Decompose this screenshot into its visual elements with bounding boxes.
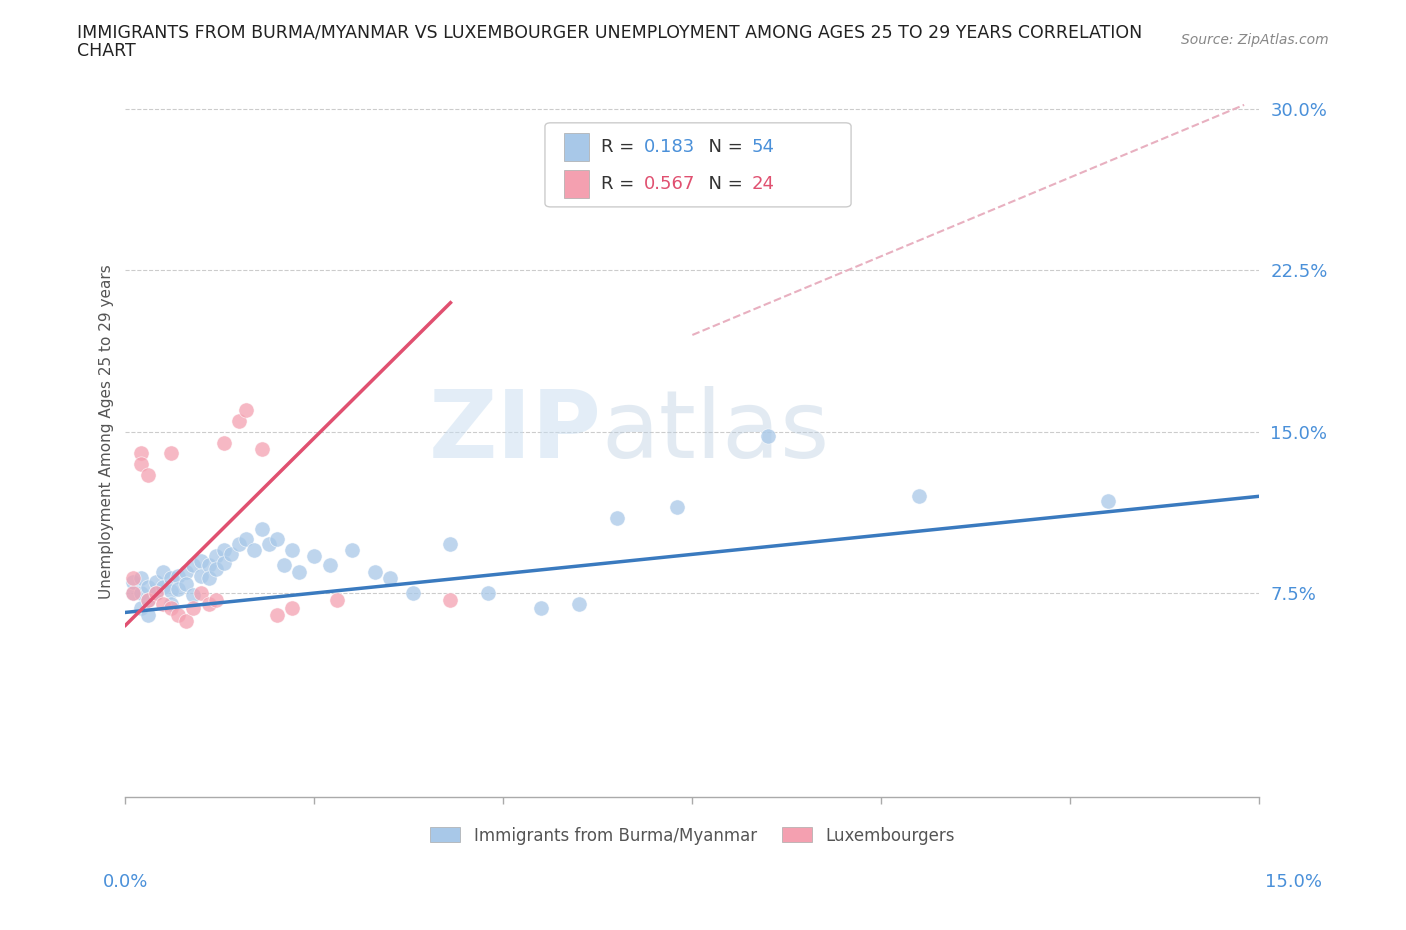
- Point: [129, 586, 152, 601]
- Point: [145, 586, 167, 601]
- Point: [129, 445, 152, 460]
- Point: [152, 596, 174, 611]
- Point: [530, 601, 553, 616]
- Point: [205, 592, 228, 607]
- Point: [122, 586, 145, 601]
- Text: 24: 24: [751, 175, 775, 193]
- FancyBboxPatch shape: [546, 123, 851, 206]
- Text: 54: 54: [751, 139, 775, 156]
- Point: [266, 532, 288, 547]
- Point: [288, 565, 311, 579]
- Point: [145, 575, 167, 590]
- Point: [174, 614, 197, 629]
- Point: [152, 565, 174, 579]
- Point: [908, 489, 931, 504]
- Point: [250, 521, 273, 536]
- Point: [212, 555, 235, 570]
- Point: [159, 601, 181, 616]
- Point: [159, 583, 181, 598]
- Point: [235, 532, 257, 547]
- Point: [145, 586, 167, 601]
- Point: [183, 601, 205, 616]
- Point: [304, 549, 326, 564]
- Point: [197, 596, 219, 611]
- Point: [477, 586, 499, 601]
- Point: [167, 581, 190, 596]
- Point: [228, 537, 250, 551]
- Point: [250, 442, 273, 457]
- Text: 0.0%: 0.0%: [103, 872, 148, 891]
- Point: [197, 571, 219, 586]
- Point: [266, 607, 288, 622]
- Point: [342, 542, 364, 557]
- Text: 0.183: 0.183: [644, 139, 695, 156]
- Text: ZIP: ZIP: [429, 386, 602, 478]
- Text: R =: R =: [600, 175, 640, 193]
- Point: [205, 549, 228, 564]
- Point: [326, 592, 349, 607]
- Point: [129, 457, 152, 472]
- Text: N =: N =: [697, 175, 748, 193]
- Point: [129, 571, 152, 586]
- Point: [174, 577, 197, 591]
- Point: [190, 568, 212, 583]
- Point: [1097, 493, 1119, 508]
- Point: [273, 558, 295, 573]
- Point: [136, 468, 159, 483]
- Point: [221, 547, 243, 562]
- Point: [136, 579, 159, 594]
- Point: [666, 499, 689, 514]
- Text: 0.567: 0.567: [644, 175, 695, 193]
- Point: [235, 403, 257, 418]
- FancyBboxPatch shape: [564, 170, 589, 198]
- Text: CHART: CHART: [77, 42, 136, 60]
- Point: [243, 542, 266, 557]
- Point: [183, 588, 205, 603]
- Point: [167, 568, 190, 583]
- Point: [197, 558, 219, 573]
- Point: [136, 607, 159, 622]
- Point: [129, 601, 152, 616]
- Point: [439, 592, 461, 607]
- Point: [364, 565, 387, 579]
- Text: atlas: atlas: [602, 386, 830, 478]
- Point: [159, 596, 181, 611]
- Point: [212, 542, 235, 557]
- Point: [122, 575, 145, 590]
- Point: [439, 537, 461, 551]
- Point: [568, 596, 591, 611]
- Point: [281, 601, 304, 616]
- Text: R =: R =: [600, 139, 640, 156]
- Text: IMMIGRANTS FROM BURMA/MYANMAR VS LUXEMBOURGER UNEMPLOYMENT AMONG AGES 25 TO 29 Y: IMMIGRANTS FROM BURMA/MYANMAR VS LUXEMBO…: [77, 23, 1143, 41]
- Point: [122, 571, 145, 586]
- Legend: Immigrants from Burma/Myanmar, Luxembourgers: Immigrants from Burma/Myanmar, Luxembour…: [423, 820, 962, 851]
- Point: [606, 511, 628, 525]
- Point: [228, 414, 250, 429]
- Text: 15.0%: 15.0%: [1264, 872, 1322, 891]
- Point: [318, 558, 340, 573]
- Text: N =: N =: [697, 139, 748, 156]
- Point: [190, 553, 212, 568]
- Point: [378, 571, 401, 586]
- Point: [136, 592, 159, 607]
- Point: [402, 586, 425, 601]
- Point: [212, 435, 235, 450]
- Point: [167, 607, 190, 622]
- Point: [122, 586, 145, 601]
- Point: [152, 579, 174, 594]
- Point: [257, 537, 280, 551]
- Point: [174, 565, 197, 579]
- Point: [159, 445, 181, 460]
- Point: [136, 592, 159, 607]
- Point: [183, 558, 205, 573]
- Point: [756, 429, 779, 444]
- Point: [205, 562, 228, 577]
- Text: Source: ZipAtlas.com: Source: ZipAtlas.com: [1181, 33, 1329, 46]
- Y-axis label: Unemployment Among Ages 25 to 29 years: Unemployment Among Ages 25 to 29 years: [100, 264, 114, 599]
- Point: [190, 586, 212, 601]
- FancyBboxPatch shape: [564, 133, 589, 161]
- Point: [159, 571, 181, 586]
- Point: [281, 542, 304, 557]
